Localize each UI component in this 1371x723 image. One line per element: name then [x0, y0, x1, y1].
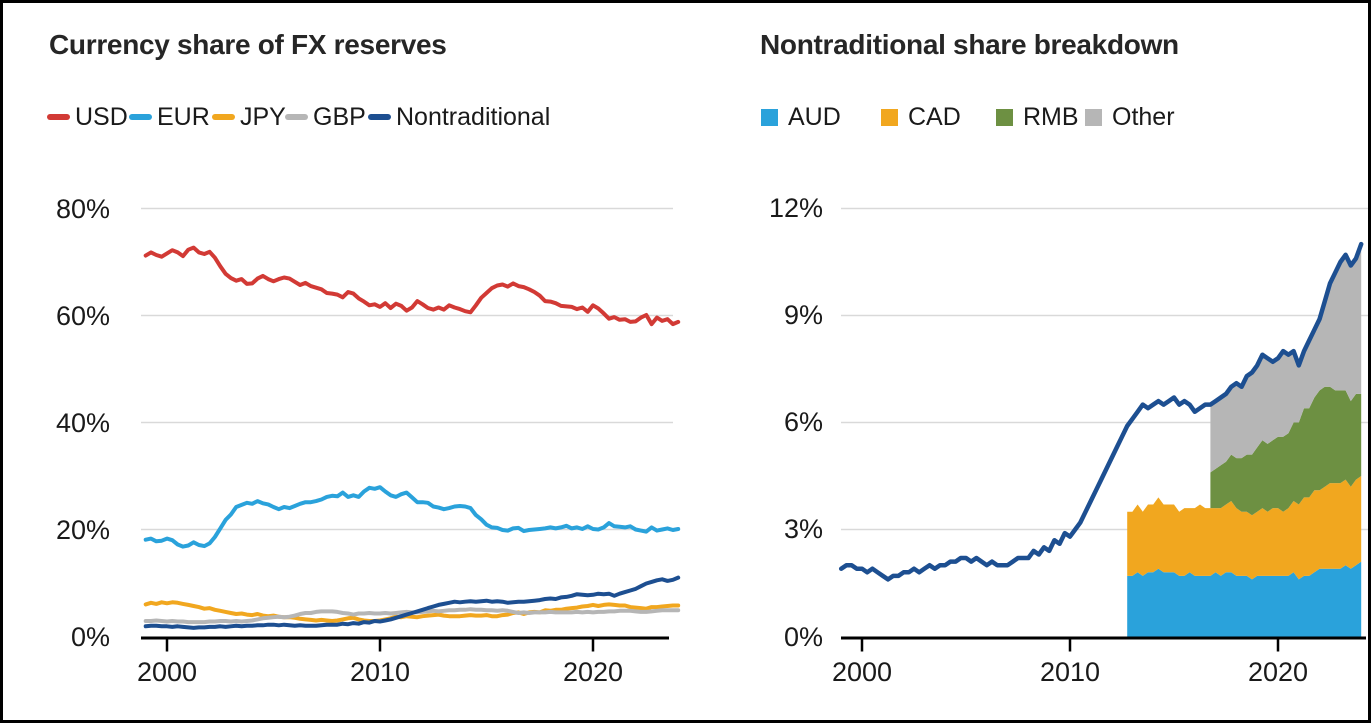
- legend-label-aud: AUD: [788, 102, 841, 131]
- nontraditional-breakdown-area-cad: [1127, 476, 1362, 580]
- fx-reserve-shares-usd-line: [143, 245, 681, 327]
- legend-item-jpy: JPY: [212, 103, 286, 131]
- fx-reserve-shares-jpy-line: [143, 600, 681, 623]
- nontraditional-breakdown-x-tick-2020: [1276, 639, 1280, 652]
- nontraditional-breakdown-y-tick-label-3: 3%: [783, 514, 823, 545]
- nontraditional-breakdown-y-tick-label-9: 9%: [783, 300, 823, 331]
- fx-reserve-shares-y-tick-label-20: 20%: [55, 514, 110, 545]
- nontraditional-breakdown-y-tick-label-12: 12%: [768, 193, 823, 224]
- fx-reserve-shares-y-tick-label-60: 60%: [55, 300, 110, 331]
- legend-label-rmb: RMB: [1023, 102, 1079, 131]
- cad-swatch-icon: [881, 108, 898, 126]
- nontraditional-breakdown-x-tick-label-2000: 2000: [831, 657, 893, 687]
- fx-reserve-shares-x-tick-2010: [378, 639, 382, 652]
- fx-reserve-shares-x-tick-2000: [165, 639, 169, 652]
- legend-label-jpy: JPY: [240, 102, 286, 131]
- fx-reserve-shares-x-tick-label-2010: 2010: [349, 657, 411, 687]
- fx-reserve-shares-nontraditional-line: [143, 575, 681, 630]
- legend-item-gbp: GBP: [285, 103, 366, 131]
- fx-reserve-shares-eur-line: [143, 485, 681, 549]
- nontraditional-breakdown-x-tick-label-2010: 2010: [1039, 657, 1101, 687]
- nontraditional-breakdown-y-tick-label-0: 0%: [783, 621, 823, 652]
- nontraditional-swatch-icon: [368, 114, 391, 120]
- legend-label-eur: EUR: [157, 102, 210, 131]
- charts-svg: [141, 207, 1368, 652]
- right-chart-title: Nontraditional share breakdown: [760, 29, 1179, 60]
- nontraditional-breakdown-area-aud: [1127, 561, 1362, 637]
- nontraditional-breakdown-x-tick-label-2020: 2020: [1247, 657, 1309, 687]
- left-chart-title: Currency share of FX reserves: [49, 29, 447, 60]
- fx-reserve-shares-y-tick-label-0: 0%: [70, 621, 110, 652]
- legend-item-aud: AUD: [761, 103, 841, 131]
- nontraditional-breakdown-x-tick-2000: [860, 639, 864, 652]
- nontraditional-breakdown-area-rmb: [1210, 386, 1362, 516]
- eur-swatch-icon: [129, 114, 152, 120]
- legend-label-usd: USD: [75, 102, 128, 131]
- legend-label-nontraditional: Nontraditional: [396, 102, 551, 131]
- legend-item-nontraditional: Nontraditional: [368, 103, 550, 131]
- legend-item-eur: EUR: [129, 103, 210, 131]
- other-swatch-icon: [1085, 108, 1102, 126]
- legend-item-cad: CAD: [881, 103, 961, 131]
- usd-swatch-icon: [47, 114, 70, 120]
- fx-reserve-shares-y-tick-label-80: 80%: [55, 193, 110, 224]
- gbp-swatch-icon: [285, 114, 308, 120]
- jpy-swatch-icon: [212, 114, 235, 120]
- nontraditional-breakdown-x-axis: [841, 636, 1366, 640]
- legend-label-other: Other: [1112, 102, 1175, 131]
- nontraditional-breakdown-y-tick-label-6: 6%: [783, 407, 823, 438]
- legend-item-rmb: RMB: [996, 103, 1079, 131]
- legend-item-usd: USD: [47, 103, 128, 131]
- nontraditional-breakdown-x-tick-2010: [1068, 639, 1072, 652]
- nontraditional-breakdown-nontraditional-line: [838, 241, 1364, 582]
- legend-item-other: Other: [1085, 103, 1175, 131]
- legend-label-cad: CAD: [908, 102, 961, 131]
- rmb-swatch-icon: [996, 108, 1013, 126]
- fx-reserve-shares-x-tick-2020: [591, 639, 595, 652]
- nontraditional-breakdown-area-other: [1210, 244, 1362, 473]
- fx-reserve-shares-x-axis: [141, 636, 669, 640]
- fx-reserve-shares-x-tick-label-2000: 2000: [136, 657, 198, 687]
- fx-reserve-shares-y-tick-label-40: 40%: [55, 407, 110, 438]
- legend-label-gbp: GBP: [313, 102, 366, 131]
- aud-swatch-icon: [761, 108, 778, 126]
- fx-reserve-shares-x-tick-label-2020: 2020: [562, 657, 624, 687]
